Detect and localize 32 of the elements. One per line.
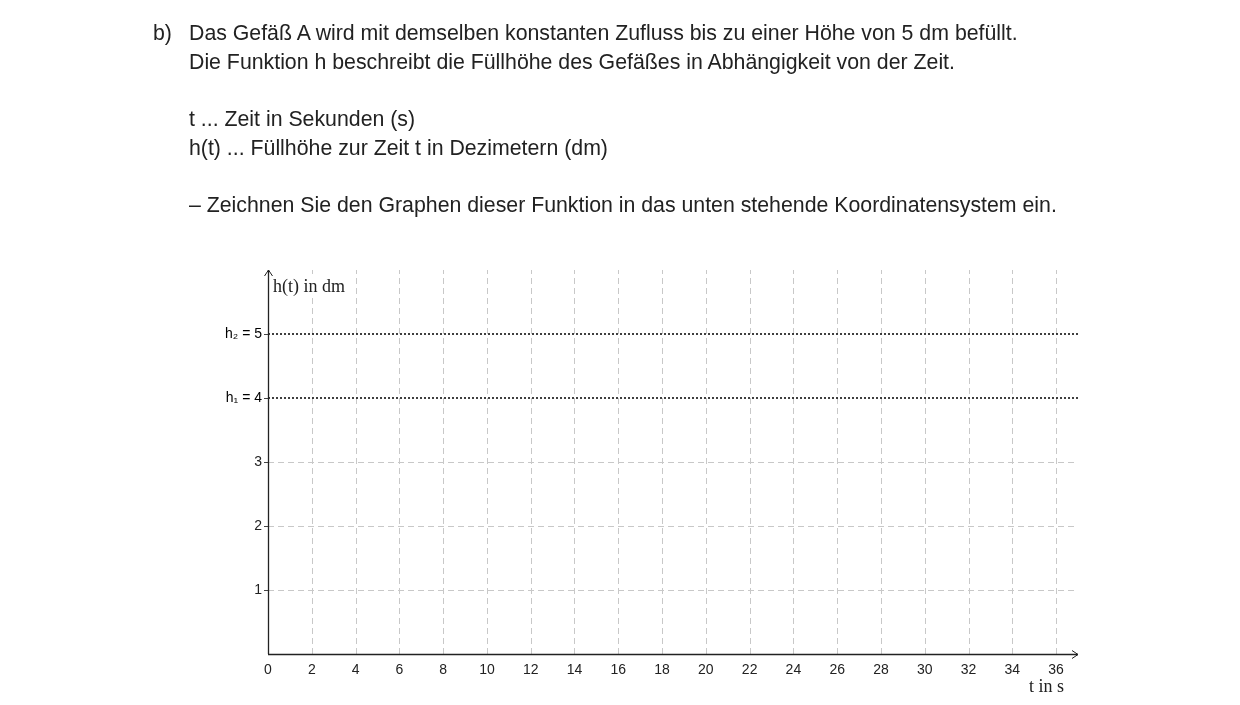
x-tick-label: 8 (439, 661, 448, 678)
text: t ... Zeit in Sekunden (s) (189, 107, 416, 131)
text: – Zeichnen Sie den Graphen dieser Funktion in das unten stehende Koordinatensystem ein. (189, 193, 1057, 217)
x-tick-label: 16 (610, 661, 627, 678)
x-tick-label: 28 (873, 661, 889, 678)
x-tick-label: 2 (307, 661, 316, 678)
x-tick-label: 26 (829, 661, 846, 678)
x-tick-label: 18 (654, 661, 671, 678)
x-tick-label: 36 (1048, 661, 1065, 678)
x-tick-label: 20 (698, 661, 714, 678)
x-axis-title: t in s (1028, 675, 1064, 696)
x-tick-label: 12 (522, 661, 539, 678)
x-tick-label: 34 (1004, 661, 1021, 678)
x-tick-label: 14 (566, 661, 583, 678)
x-tick-label: 24 (785, 661, 802, 678)
text: Die Funktion h beschreibt die Füllhöhe des Gefäßes in Abhängigkeit von der Zeit. (189, 50, 955, 74)
text: b) (153, 21, 172, 45)
y-tick-label: 3 (254, 452, 263, 469)
x-tick-label: 32 (960, 661, 977, 678)
y-tick-label: 1 (254, 580, 263, 597)
x-tick-label: 22 (741, 661, 758, 678)
x-tick-label: 30 (916, 661, 933, 678)
text: Das Gefäß A wird mit demselben konstanten Zufluss bis zu einer Höhe von 5 dm befüllt. (189, 21, 1018, 45)
x-tick-label: 10 (479, 661, 495, 678)
y-tick-label: 2 (254, 516, 263, 533)
ref-line-label: h₂ = 5 (225, 324, 263, 341)
x-tick-label: 0 (264, 661, 273, 678)
text: h(t) ... Füllhöhe zur Zeit t in Dezimetern (dm) (189, 136, 608, 160)
ref-line-label: h₁ = 4 (225, 388, 263, 405)
y-axis-title: h(t) in dm (273, 275, 345, 297)
x-tick-label: 6 (395, 661, 404, 678)
x-tick-label: 4 (351, 661, 360, 678)
